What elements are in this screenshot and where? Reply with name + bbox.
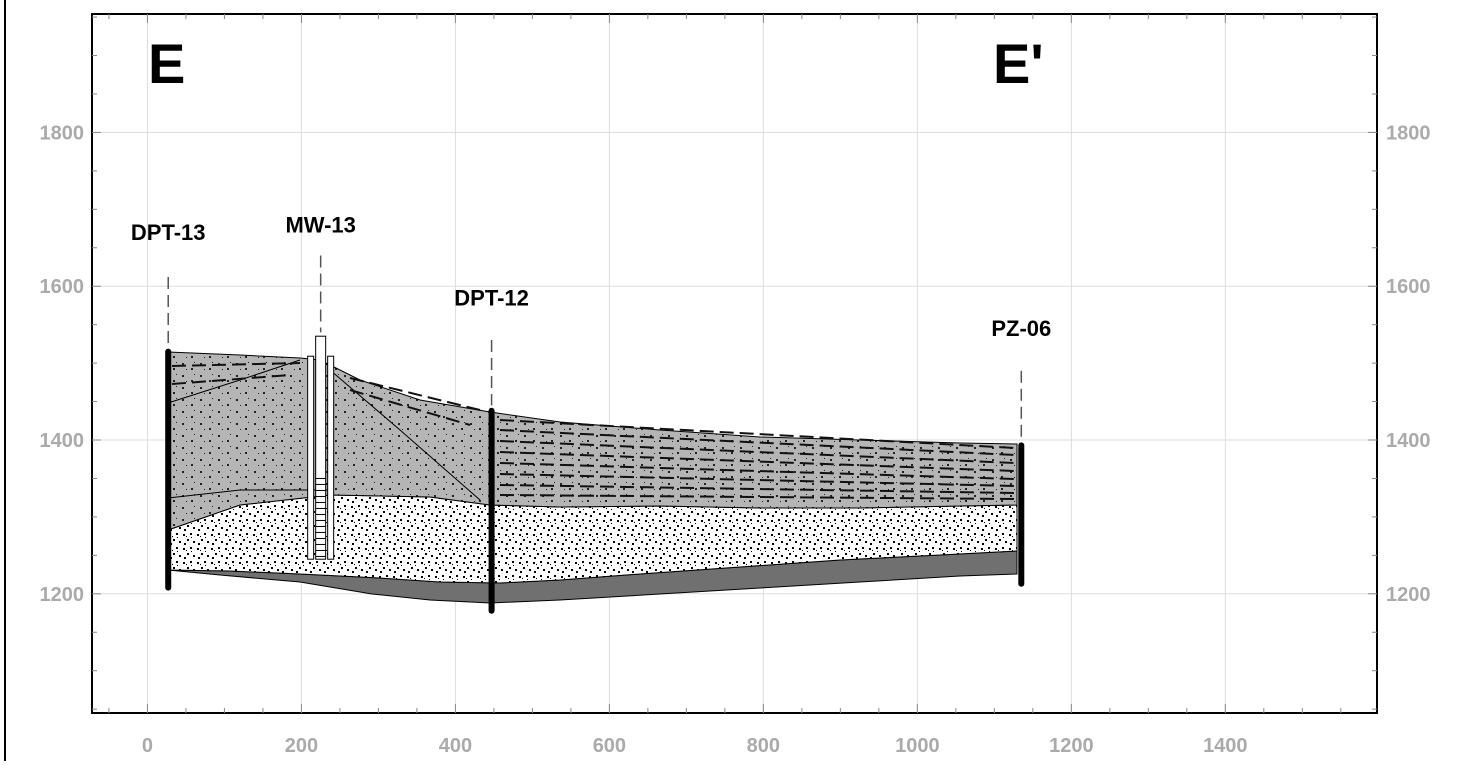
well-label: DPT-13 bbox=[131, 220, 206, 245]
lamination-line bbox=[499, 494, 1016, 500]
lamination-line bbox=[499, 451, 1016, 472]
lamination-line bbox=[499, 484, 1016, 494]
y-tick-label-left: 1800 bbox=[40, 122, 85, 144]
plot-frame bbox=[91, 13, 1378, 714]
lamination-line bbox=[499, 473, 1016, 487]
x-tick-label: 1200 bbox=[1049, 735, 1094, 757]
left-edge-rule bbox=[4, 0, 6, 761]
lamination-line bbox=[499, 419, 1016, 449]
well-label: MW-13 bbox=[285, 212, 355, 237]
well-annulus bbox=[307, 355, 315, 560]
lamination-line bbox=[499, 440, 1016, 464]
x-tick-label: 1000 bbox=[895, 735, 940, 757]
x-tick-label: 600 bbox=[593, 735, 626, 757]
well-group: DPT-12 bbox=[454, 285, 529, 614]
y-tick-label-right: 1400 bbox=[1386, 430, 1431, 452]
x-tick-label: 800 bbox=[747, 735, 780, 757]
y-tick-label-right: 1200 bbox=[1386, 584, 1431, 606]
lamination-line bbox=[499, 429, 1016, 456]
x-tick-label: 1400 bbox=[1203, 735, 1248, 757]
well-group: DPT-13 bbox=[131, 220, 206, 591]
lamination-line bbox=[349, 389, 471, 426]
axis-tick-labels: 0 200 400 600 800 1000 1200 1400 1200 1200 1400 140… bbox=[40, 122, 1431, 757]
y-tick-label-left: 1600 bbox=[40, 276, 85, 298]
contact-line bbox=[167, 359, 301, 404]
y-tick-label-left: 1200 bbox=[40, 584, 85, 606]
well-label: PZ-06 bbox=[991, 316, 1051, 341]
y-tick-label-right: 1600 bbox=[1386, 276, 1431, 298]
y-tick-label-left: 1400 bbox=[40, 430, 85, 452]
lamination-line bbox=[499, 462, 1016, 480]
section-end-label: E' bbox=[993, 32, 1044, 95]
x-tick-label: 200 bbox=[285, 735, 318, 757]
geologic-units bbox=[167, 351, 1018, 604]
grid-lines bbox=[92, 14, 1377, 713]
well-group: MW-13 bbox=[285, 212, 356, 560]
lamination-line bbox=[349, 377, 481, 411]
well-annulus bbox=[327, 355, 335, 560]
well-label: DPT-12 bbox=[454, 285, 529, 310]
contact-line bbox=[167, 489, 330, 499]
well-group: PZ-06 bbox=[991, 316, 1051, 587]
x-tick-label: 0 bbox=[142, 735, 153, 757]
section-start-label: E bbox=[148, 32, 185, 95]
x-tick-label: 400 bbox=[439, 735, 472, 757]
wells: DPT-13 MW-13 DPT-12 PZ-06 bbox=[131, 212, 1051, 614]
lamination-line bbox=[171, 362, 301, 367]
y-tick-label-right: 1800 bbox=[1386, 122, 1431, 144]
well-casing bbox=[315, 335, 327, 560]
